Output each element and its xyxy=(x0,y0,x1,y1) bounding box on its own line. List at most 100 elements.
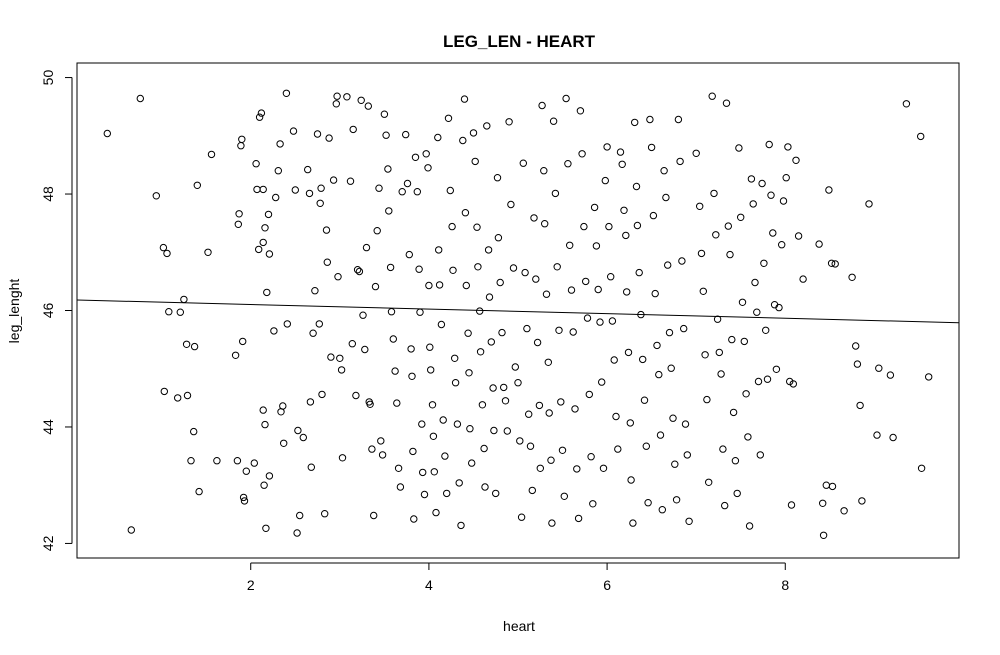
data-point xyxy=(405,250,413,259)
data-point xyxy=(782,174,790,182)
data-point xyxy=(696,202,704,211)
data-point xyxy=(468,459,476,467)
data-point xyxy=(578,150,586,158)
data-point xyxy=(626,419,634,427)
data-point xyxy=(476,348,485,356)
data-point xyxy=(544,358,552,366)
data-point xyxy=(239,493,248,502)
data-point xyxy=(562,94,570,103)
data-point xyxy=(364,102,372,110)
data-point xyxy=(784,143,792,151)
data-point xyxy=(136,94,145,103)
data-point xyxy=(722,99,731,107)
data-point xyxy=(763,375,772,383)
data-point xyxy=(492,489,500,498)
data-point xyxy=(443,489,451,498)
data-point xyxy=(644,499,652,507)
data-point xyxy=(370,511,378,520)
x-tick-label: 8 xyxy=(781,577,789,593)
data-point xyxy=(464,329,472,337)
data-point xyxy=(473,223,481,231)
data-point xyxy=(377,437,385,445)
data-point xyxy=(509,264,518,272)
data-point xyxy=(343,93,351,101)
data-point xyxy=(794,232,803,240)
data-point xyxy=(754,377,763,386)
data-point xyxy=(560,492,568,500)
data-point xyxy=(427,366,435,374)
data-point xyxy=(612,412,620,421)
data-point xyxy=(541,220,549,228)
data-point xyxy=(535,401,544,410)
data-point xyxy=(664,261,672,269)
data-point xyxy=(603,143,611,151)
data-point xyxy=(622,231,630,240)
data-point xyxy=(489,384,497,392)
data-point xyxy=(279,402,287,410)
data-point xyxy=(738,298,747,306)
y-axis-label: leg_lenght xyxy=(6,279,22,344)
data-point xyxy=(233,457,242,465)
data-point xyxy=(614,445,622,453)
data-point xyxy=(316,199,324,208)
data-point xyxy=(760,259,768,267)
regression-line xyxy=(76,299,960,324)
data-point xyxy=(740,337,748,346)
data-point xyxy=(289,127,298,135)
data-point xyxy=(296,511,304,520)
data-point xyxy=(270,327,278,335)
data-point xyxy=(715,348,723,357)
data-point xyxy=(439,416,447,424)
data-point xyxy=(240,497,249,505)
data-point xyxy=(667,364,675,372)
data-point xyxy=(402,130,410,139)
data-point xyxy=(323,258,331,266)
data-point xyxy=(639,355,647,364)
data-point xyxy=(680,324,688,333)
x-tick-label: 6 xyxy=(603,577,611,593)
data-point xyxy=(238,135,246,144)
data-point xyxy=(346,177,355,185)
data-point xyxy=(476,307,484,315)
y-tick-label: 42 xyxy=(40,535,56,551)
data-point xyxy=(827,259,836,267)
data-point xyxy=(735,144,743,152)
data-point xyxy=(429,432,438,440)
x-tick-label: 4 xyxy=(425,577,433,593)
data-point xyxy=(762,326,770,334)
data-point xyxy=(204,248,212,257)
data-point xyxy=(449,266,457,274)
data-point xyxy=(485,293,494,301)
data-point xyxy=(265,250,274,258)
data-point xyxy=(487,338,495,346)
data-point xyxy=(721,501,729,510)
data-point xyxy=(658,506,666,514)
data-point xyxy=(426,343,434,351)
data-point xyxy=(853,360,862,368)
data-point xyxy=(250,459,259,467)
data-point xyxy=(681,420,690,428)
data-point xyxy=(629,519,637,527)
data-point xyxy=(419,468,427,477)
data-point xyxy=(925,373,933,381)
data-point xyxy=(190,342,199,351)
data-point xyxy=(587,453,595,461)
data-point xyxy=(545,409,553,417)
data-point xyxy=(457,521,465,530)
data-point xyxy=(699,287,707,295)
data-point xyxy=(252,160,260,168)
data-point xyxy=(902,100,911,108)
data-point xyxy=(293,529,301,537)
data-point xyxy=(831,260,839,268)
data-point xyxy=(819,499,827,507)
data-point xyxy=(525,410,533,418)
data-point xyxy=(530,214,538,222)
data-point xyxy=(819,531,828,539)
data-point xyxy=(697,249,706,258)
data-point xyxy=(856,401,864,410)
data-point xyxy=(749,200,757,208)
data-point xyxy=(368,445,376,453)
data-point xyxy=(494,234,503,242)
x-tick-label: 2 xyxy=(247,577,255,593)
data-point xyxy=(713,315,722,323)
